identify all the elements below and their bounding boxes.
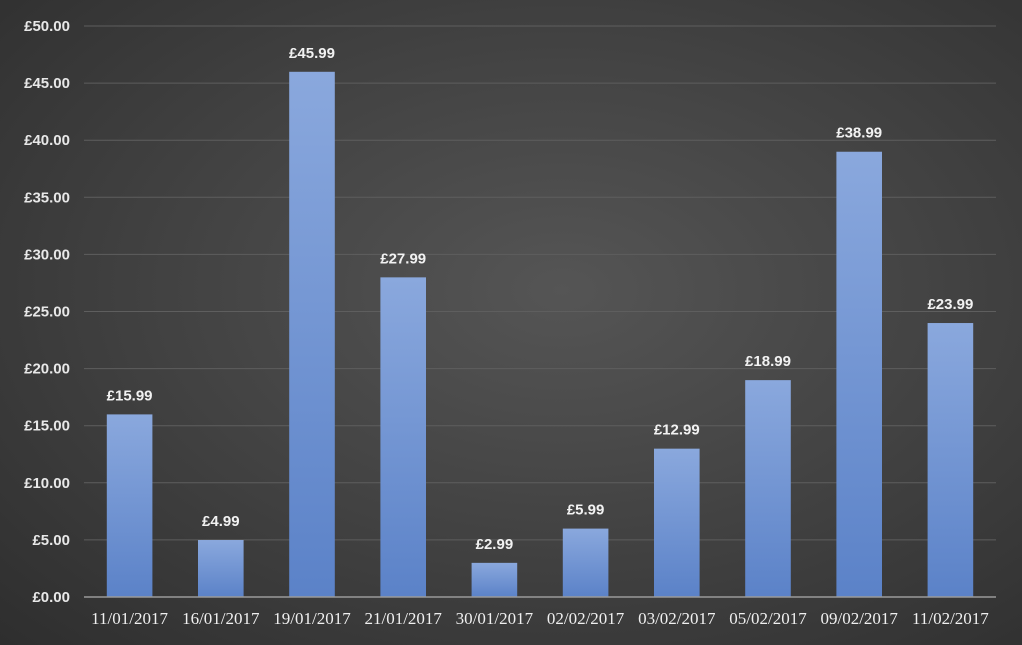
data-label: £45.99 (289, 45, 335, 62)
x-axis-tick-labels: 11/01/2017 16/01/2017 19/01/2017 21/01/2017… (91, 609, 989, 628)
gridlines (84, 25, 996, 541)
data-label: £18.99 (745, 353, 791, 370)
data-label: £15.99 (107, 387, 153, 404)
data-label: £2.99 (476, 536, 514, 553)
y-axis-tick-labels: £0.00 £5.00 £10.00 £15.00 £20.00 £25.00 £30.00… (24, 18, 70, 606)
x-tick-label: 09/02/2017 (820, 609, 898, 628)
bar (289, 71, 335, 598)
x-tick-label: 05/02/2017 (729, 609, 807, 628)
data-label: £12.99 (654, 422, 700, 439)
y-tick-label: £20.00 (24, 361, 70, 378)
y-tick-label: £30.00 (24, 246, 70, 263)
bars (106, 71, 974, 598)
y-tick-label: £50.00 (24, 18, 70, 35)
x-tick-label: 16/01/2017 (182, 609, 260, 628)
data-label: £38.99 (836, 125, 882, 142)
bar (836, 151, 882, 598)
x-tick-label: 03/02/2017 (638, 609, 716, 628)
bar (927, 323, 974, 597)
y-tick-label: £0.00 (32, 589, 70, 606)
x-tick-label: 11/02/2017 (912, 609, 989, 628)
y-tick-label: £25.00 (24, 304, 70, 321)
x-tick-label: 21/01/2017 (364, 609, 442, 628)
x-tick-label: 11/01/2017 (91, 609, 168, 628)
y-tick-label: £35.00 (24, 189, 70, 206)
bar (380, 277, 426, 597)
data-label: £4.99 (202, 513, 240, 530)
y-tick-label: £15.00 (24, 418, 70, 435)
bar (654, 448, 700, 597)
data-label: £27.99 (380, 250, 426, 267)
x-tick-label: 19/01/2017 (273, 609, 351, 628)
bar (471, 562, 518, 597)
data-labels: £15.99 £4.99 £45.99 £27.99 £2.99 £5.99 £12.99 £… (107, 45, 974, 553)
bar (562, 528, 609, 597)
y-tick-label: £5.00 (32, 532, 70, 549)
y-tick-label: £10.00 (24, 475, 70, 492)
x-tick-label: 02/02/2017 (547, 609, 625, 628)
bar (106, 414, 153, 597)
x-tick-label: 30/01/2017 (456, 609, 534, 628)
data-label: £23.99 (927, 296, 973, 313)
bar (745, 380, 791, 597)
y-tick-label: £40.00 (24, 132, 70, 149)
y-tick-label: £45.00 (24, 75, 70, 92)
bar (198, 540, 244, 597)
data-label: £5.99 (567, 502, 605, 519)
